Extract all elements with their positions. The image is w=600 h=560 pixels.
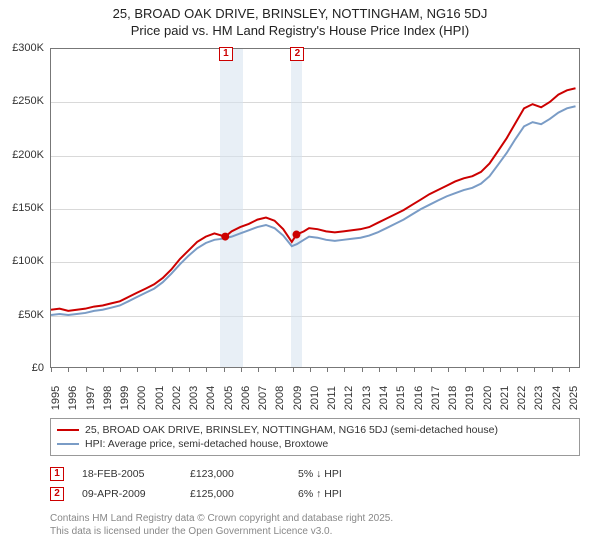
chart-title-address: 25, BROAD OAK DRIVE, BRINSLEY, NOTTINGHA… — [0, 6, 600, 21]
x-tick-label: 2014 — [378, 386, 390, 410]
x-tick-label: 2018 — [447, 386, 459, 410]
x-tick-label: 2017 — [430, 386, 442, 410]
sales-table: 1 18-FEB-2005 £123,000 5% ↓ HPI 2 09-APR-2009… — [50, 464, 580, 504]
footnote: Contains HM Land Registry data © Crown c… — [50, 512, 580, 538]
x-tick-label: 2024 — [551, 386, 563, 410]
y-tick-label: £0 — [32, 362, 44, 374]
marker-2: 2 — [290, 47, 304, 61]
y-tick-label: £300K — [12, 42, 44, 54]
y-tick-label: £200K — [12, 149, 44, 161]
x-tick-label: 2015 — [395, 386, 407, 410]
sale-delta: 6% ↑ HPI — [298, 488, 388, 500]
y-tick-label: £150K — [12, 202, 44, 214]
x-tick-label: 1998 — [102, 386, 114, 410]
footnote-line1: Contains HM Land Registry data © Crown c… — [50, 512, 580, 525]
x-axis: 1995 1996 1997 1998 1999 2000 2001 2002 2003 2004… — [50, 370, 580, 410]
x-tick-label: 2019 — [464, 386, 476, 410]
x-tick-label: 2016 — [413, 386, 425, 410]
x-tick-label: 2013 — [361, 386, 373, 410]
title-block: 25, BROAD OAK DRIVE, BRINSLEY, NOTTINGHA… — [0, 0, 600, 38]
footnote-line2: This data is licensed under the Open Gov… — [50, 525, 580, 538]
series-hpi — [51, 106, 576, 315]
legend-box: 25, BROAD OAK DRIVE, BRINSLEY, NOTTINGHA… — [50, 418, 580, 456]
y-tick-label: £100K — [12, 255, 44, 267]
chart-container: 25, BROAD OAK DRIVE, BRINSLEY, NOTTINGHA… — [0, 0, 600, 560]
legend-row: 25, BROAD OAK DRIVE, BRINSLEY, NOTTINGHA… — [57, 423, 573, 437]
x-tick-label: 1996 — [67, 386, 79, 410]
x-tick-label: 2021 — [499, 386, 511, 410]
x-tick-label: 2007 — [257, 386, 269, 410]
y-axis: £0£50K£100K£150K£200K£250K£300K — [0, 48, 48, 368]
y-tick-label: £50K — [18, 309, 44, 321]
chart-subtitle: Price paid vs. HM Land Registry's House … — [0, 23, 600, 38]
sale-price: £123,000 — [190, 468, 280, 480]
y-tick-label: £250K — [12, 95, 44, 107]
x-tick-label: 2004 — [205, 386, 217, 410]
sale-row: 1 18-FEB-2005 £123,000 5% ↓ HPI — [50, 464, 580, 484]
x-tick-label: 2002 — [171, 386, 183, 410]
sale-date: 18-FEB-2005 — [82, 468, 172, 480]
sale-marker-1: 1 — [50, 467, 64, 481]
x-tick-label: 1999 — [119, 386, 131, 410]
x-tick-label: 2011 — [326, 386, 338, 410]
chart-svg — [51, 49, 579, 367]
sale-point-2 — [292, 231, 300, 239]
sale-price: £125,000 — [190, 488, 280, 500]
marker-1: 1 — [219, 47, 233, 61]
x-tick-label: 2012 — [343, 386, 355, 410]
sale-date: 09-APR-2009 — [82, 488, 172, 500]
x-tick-label: 2020 — [482, 386, 494, 410]
x-tick-label: 2025 — [568, 386, 580, 410]
sale-row: 2 09-APR-2009 £125,000 6% ↑ HPI — [50, 484, 580, 504]
sale-delta: 5% ↓ HPI — [298, 468, 388, 480]
x-tick-label: 1995 — [50, 386, 62, 410]
legend-label: 25, BROAD OAK DRIVE, BRINSLEY, NOTTINGHA… — [85, 424, 498, 436]
x-tick-label: 2000 — [136, 386, 148, 410]
legend-swatch — [57, 429, 79, 431]
x-tick-label: 2023 — [533, 386, 545, 410]
sale-marker-2: 2 — [50, 487, 64, 501]
legend-label: HPI: Average price, semi-detached house,… — [85, 438, 328, 450]
x-tick-label: 2010 — [309, 386, 321, 410]
series-price_paid — [51, 88, 576, 311]
x-tick-label: 2008 — [274, 386, 286, 410]
legend-swatch — [57, 443, 79, 445]
x-tick-label: 2001 — [154, 386, 166, 410]
x-tick-label: 2022 — [516, 386, 528, 410]
x-tick-label: 1997 — [85, 386, 97, 410]
sale-point-1 — [221, 233, 229, 241]
x-tick-label: 2006 — [240, 386, 252, 410]
x-tick-label: 2009 — [292, 386, 304, 410]
x-tick-label: 2005 — [223, 386, 235, 410]
plot-area: 12 — [50, 48, 580, 368]
legend-row: HPI: Average price, semi-detached house,… — [57, 437, 573, 451]
x-tick-label: 2003 — [188, 386, 200, 410]
legend-block: 25, BROAD OAK DRIVE, BRINSLEY, NOTTINGHA… — [50, 418, 580, 538]
